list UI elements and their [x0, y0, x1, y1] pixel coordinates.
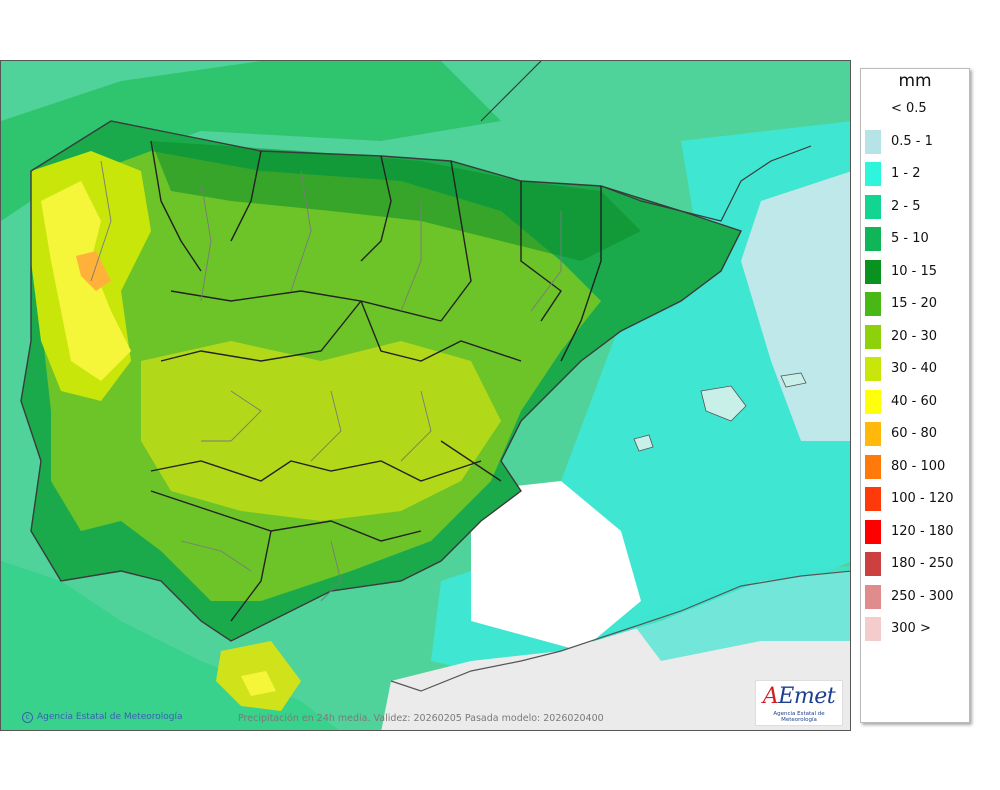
legend-label: 180 - 250: [891, 556, 954, 571]
legend-swatch: [865, 389, 881, 414]
legend-swatch: [865, 617, 881, 641]
legend-swatch: [865, 324, 881, 349]
legend-item: 300 >: [865, 617, 965, 641]
logo-wordmark: AEmet: [762, 684, 836, 709]
rain-zone-10-15-north: [151, 141, 641, 261]
legend-swatch: [865, 487, 881, 511]
legend-label: 250 - 300: [891, 588, 954, 604]
legend-item: 60 - 80: [865, 422, 965, 446]
legend-item: 0.5 - 1: [865, 129, 965, 154]
legend-item: 10 - 15: [865, 259, 965, 284]
legend-label: 2 - 5: [891, 198, 921, 214]
legend-unit: mm: [898, 71, 932, 91]
legend-swatch: [865, 259, 881, 284]
legend-swatch: [865, 292, 881, 316]
precipitation-legend: mm < 0.5 0.5 - 1 1 - 2 2 - 5 5 - 10 10 - 15 15…: [860, 68, 970, 723]
rain-zone-60-80: [76, 251, 111, 291]
legend-label: 5 - 10: [891, 231, 929, 246]
map-caption: Precipitación en 24h media. Validez: 202…: [238, 713, 604, 724]
legend-swatch: [865, 552, 881, 576]
coastline: [20, 120, 742, 642]
legend-item: 40 - 60: [865, 389, 965, 414]
gulf-of-lion-coast: [600, 145, 812, 222]
legend-item: 5 - 10: [865, 227, 965, 251]
menorca: [780, 372, 807, 388]
legend-label: 60 - 80: [891, 426, 938, 441]
legend-label: 300 >: [891, 621, 931, 636]
legend-item: 1 - 2: [865, 162, 965, 186]
copyright-icon: c: [22, 712, 33, 723]
logo-subtitle: Agencia Estatal de Meteorología: [773, 711, 825, 723]
legend-item: 2 - 5: [865, 194, 965, 219]
legend-swatch: [865, 584, 881, 609]
aemet-logo: AEmet Agencia Estatal de Meteorología: [755, 680, 843, 726]
legend-swatch: [865, 454, 881, 479]
legend-swatch: [865, 97, 881, 121]
legend-label: 120 - 180: [891, 523, 954, 539]
legend-label: 20 - 30: [891, 328, 938, 344]
legend-label: 30 - 40: [891, 361, 938, 376]
legend-item: 180 - 250: [865, 552, 965, 576]
legend-label: < 0.5: [891, 101, 927, 116]
legend-swatch: [865, 519, 881, 544]
rain-zone-40-60-south: [241, 671, 276, 696]
legend-label: 10 - 15: [891, 263, 938, 279]
north-africa-coast: [390, 570, 850, 692]
legend-label: 0.5 - 1: [891, 133, 933, 149]
legend-swatch: [865, 422, 881, 446]
legend-swatch: [865, 194, 881, 219]
legend-item: 20 - 30: [865, 324, 965, 349]
legend-item: 15 - 20: [865, 292, 965, 316]
mallorca: [700, 385, 747, 422]
legend-item: < 0.5: [865, 97, 965, 121]
legend-label: 1 - 2: [891, 166, 921, 181]
map-canvas: [1, 61, 850, 730]
legend-label: 40 - 60: [891, 393, 938, 409]
dry-zone-white: [471, 481, 641, 651]
france-coast: [480, 61, 542, 122]
atlantic-band: [1, 61, 501, 221]
legend-label: 80 - 100: [891, 458, 946, 474]
legend-swatch: [865, 129, 881, 154]
legend-item: 120 - 180: [865, 519, 965, 544]
agency-credit-text: Agencia Estatal de Meteorología: [37, 712, 183, 722]
sea-zone-alboran: [631, 566, 850, 661]
legend-item: 30 - 40: [865, 357, 965, 381]
precipitation-map: [0, 60, 851, 731]
agency-credit: c Agencia Estatal de Meteorología: [22, 712, 183, 723]
legend-swatch: [865, 162, 881, 186]
provincial-borders: [90, 160, 562, 602]
legend-item: 250 - 300: [865, 584, 965, 609]
legend-swatch: [865, 357, 881, 381]
regional-borders: [150, 140, 602, 622]
legend-label: 100 - 120: [891, 491, 954, 506]
legend-label: 15 - 20: [891, 296, 938, 311]
legend-swatch: [865, 227, 881, 251]
legend-item: 100 - 120: [865, 487, 965, 511]
sea-zone-light: [741, 171, 850, 441]
legend-item: 80 - 100: [865, 454, 965, 479]
ibiza: [633, 434, 654, 452]
